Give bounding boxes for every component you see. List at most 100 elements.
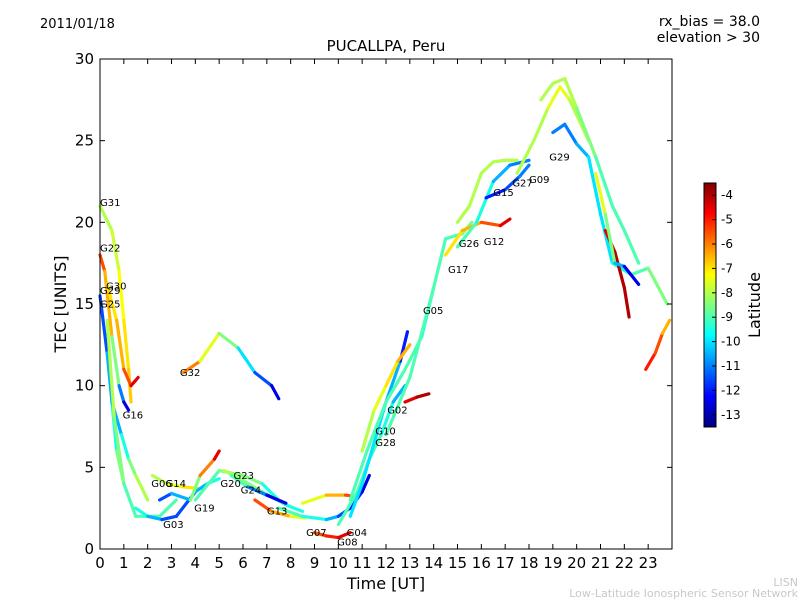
trace-g26	[403, 392, 431, 404]
trace-segment	[515, 139, 536, 175]
trace-segment	[594, 155, 615, 208]
trace-segment	[229, 473, 250, 489]
x-tick-label: 9	[310, 554, 320, 572]
x-tick-label: 23	[639, 554, 658, 572]
x-axis-label: Time [UT]	[346, 574, 425, 593]
sat-label-g02: G02	[387, 405, 407, 416]
trace-segment	[270, 509, 293, 518]
trace-segment	[112, 416, 126, 486]
trace-segment	[403, 395, 419, 404]
colorbar-tick-label: -6	[721, 237, 733, 251]
trace-segment	[384, 359, 400, 388]
trace-segment	[415, 392, 431, 399]
trace-segment	[491, 158, 507, 164]
trace-segment	[551, 122, 567, 135]
sat-label-g09: G09	[529, 175, 549, 186]
trace-segment	[484, 188, 507, 200]
sat-label-g30: G30	[106, 281, 126, 292]
trace-segment	[467, 171, 483, 208]
trace-segment	[115, 318, 126, 371]
trace-segment	[432, 237, 448, 290]
trace-segment	[563, 76, 579, 110]
trace-segment	[157, 491, 174, 502]
sat-label-g26: G26	[459, 239, 479, 250]
sat-label-g29: G29	[549, 152, 569, 163]
sat-label-g15: G15	[493, 188, 513, 199]
trace-g31	[98, 204, 133, 404]
trace-segment	[646, 266, 669, 306]
x-tick-label: 4	[191, 554, 201, 572]
colorbar: -4 -5 -6 -7 -8 -9 -10 -11 -12 -13 Latitude	[703, 182, 764, 428]
trace-segment	[134, 506, 150, 518]
trace-segment	[193, 469, 221, 502]
trace-segment	[348, 449, 369, 502]
trace-g05	[348, 286, 436, 502]
trace-segment	[551, 76, 567, 86]
trace-segment	[575, 142, 591, 159]
trace-segment	[193, 482, 209, 494]
x-tick-label: 6	[238, 554, 248, 572]
sat-label-g22: G22	[100, 244, 120, 255]
trace-segment	[586, 155, 603, 216]
trace-segment	[129, 375, 140, 388]
trace-segment	[157, 498, 178, 518]
trace-segment	[122, 367, 133, 388]
y-tick-label: 25	[75, 132, 94, 150]
trace-g06	[105, 318, 178, 518]
trace-segment	[110, 335, 121, 388]
trace-segment	[217, 331, 240, 350]
trace-segment	[246, 485, 269, 497]
trace-g32	[181, 331, 281, 401]
trace-segment	[122, 482, 138, 518]
x-tick-label: 2	[143, 554, 153, 572]
colorbar-tick-label: -9	[721, 310, 733, 324]
trace-segment	[253, 371, 274, 388]
trace-segment	[539, 81, 555, 102]
trace-segment	[241, 473, 264, 486]
rx-bias-label: rx_bias = 38.0	[658, 14, 760, 30]
trace-segment	[622, 286, 631, 319]
credit-lisn: LISN	[773, 576, 798, 589]
trace-g24	[229, 473, 288, 505]
sat-label-g12: G12	[484, 237, 504, 248]
x-tick-label: 11	[353, 554, 372, 572]
y-tick-label: 30	[75, 50, 94, 68]
x-tick-label: 21	[591, 554, 610, 572]
trace-segment	[384, 367, 407, 404]
trace-segment	[110, 228, 121, 273]
trace-segment	[198, 331, 221, 363]
trace-segment	[122, 400, 131, 412]
trace-g21b	[551, 122, 669, 306]
x-tick-label: 5	[214, 554, 224, 572]
trace-segment	[594, 171, 607, 216]
sat-label-g13: G13	[267, 507, 287, 518]
colorbar-label: Latitude	[745, 272, 764, 338]
colorbar-tick-label: -4	[721, 188, 733, 202]
trace-segment	[372, 384, 388, 412]
trace-segment	[360, 408, 376, 453]
trace-segment	[265, 493, 288, 505]
trace-segment	[479, 220, 502, 228]
y-tick-label: 15	[75, 295, 94, 313]
trace-segment	[503, 175, 522, 192]
colorbar-tick-label: -13	[721, 408, 741, 422]
trace-segment	[146, 514, 164, 522]
colorbar-tick-label: -5	[721, 213, 733, 227]
trace-segment	[443, 228, 464, 257]
trace-segment	[98, 294, 109, 355]
trace-segment	[508, 158, 531, 167]
sat-label-g06: G06	[151, 479, 171, 490]
trace-segment	[391, 384, 407, 404]
colorbar-tick-label: -10	[721, 335, 741, 349]
trace-g19	[157, 449, 221, 502]
sat-label-g04: G04	[347, 528, 367, 539]
trace-g29	[515, 85, 591, 175]
trace-segment	[348, 482, 364, 518]
x-tick-label: 12	[376, 554, 395, 572]
axes-layer: 0 1 2 3 4 5 6 7 8 9 10 11 12 13 14 15 16 17 18 19 20 21 22 2305…	[75, 50, 672, 572]
trace-segment	[117, 384, 126, 404]
trace-segment	[629, 266, 650, 277]
y-axis-label: TEC [UNITS]	[51, 256, 70, 354]
trace-segment	[117, 269, 126, 322]
colorbar-tick-label: -12	[721, 383, 741, 397]
